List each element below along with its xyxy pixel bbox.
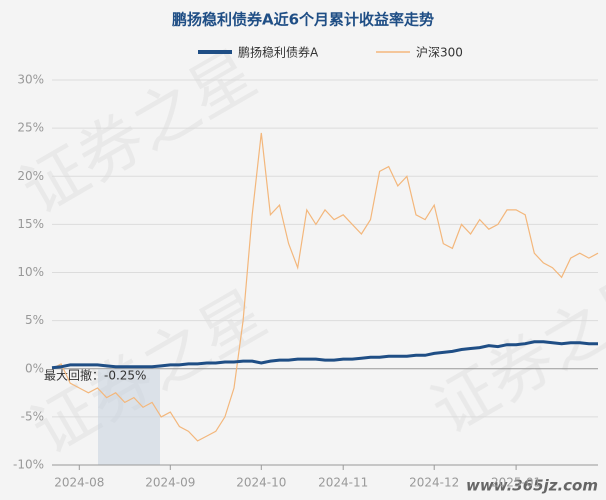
site-watermark: www.365jz.com <box>466 477 598 495</box>
legend-label: 鹏扬稳利债券A <box>238 45 319 60</box>
x-tick-label: 2024-09 <box>145 476 195 490</box>
drawdown-region <box>98 369 160 465</box>
x-tick-label: 2024-10 <box>236 476 286 490</box>
series-line <box>51 132 599 442</box>
legend-label: 沪深300 <box>416 46 463 60</box>
x-tick-label: 2024-12 <box>409 476 459 490</box>
x-tick-label: 2024-08 <box>54 476 104 490</box>
chart-title: 鹏扬稳利债券A近6个月累计收益率走势 <box>172 11 434 29</box>
watermark: 证券之星 <box>10 37 269 229</box>
y-tick-label: 20% <box>17 169 44 183</box>
y-tick-label: -10% <box>13 458 44 472</box>
series-line <box>51 340 598 370</box>
y-tick-label: 0% <box>25 361 44 375</box>
x-tick-label: 2025-01 <box>491 476 541 490</box>
y-tick-label: 30% <box>17 73 44 87</box>
y-tick-label: 5% <box>25 313 44 327</box>
x-tick-label: 2024-11 <box>318 476 368 490</box>
y-tick-label: -5% <box>21 409 44 423</box>
annotation: 最大回撤：-0.25% <box>44 368 146 383</box>
y-tick-label: 15% <box>17 217 44 231</box>
y-tick-label: 25% <box>17 121 44 135</box>
y-tick-label: 10% <box>17 265 44 279</box>
